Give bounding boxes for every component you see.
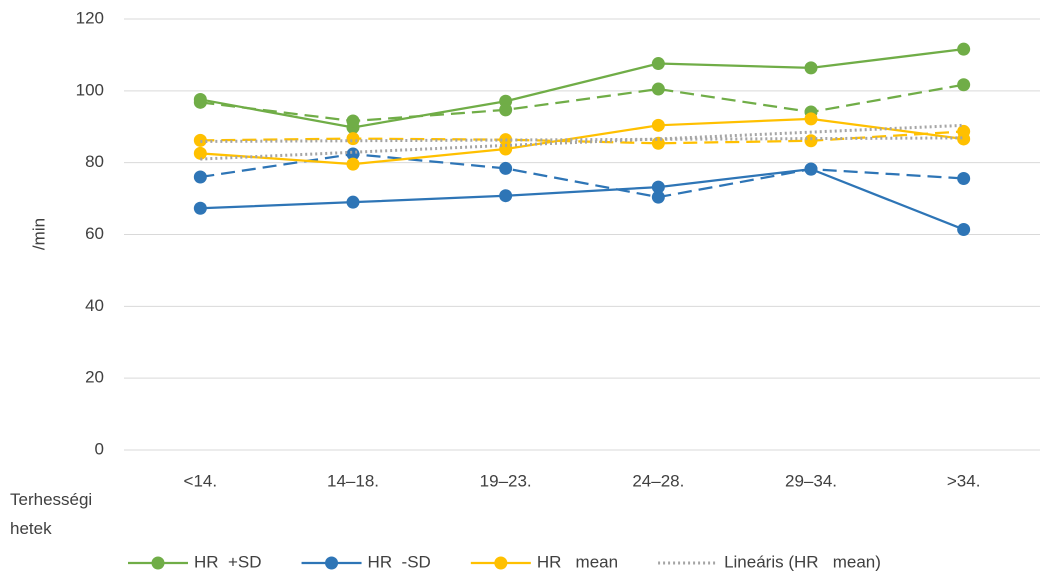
series-line	[200, 48, 964, 129]
marker	[651, 136, 665, 150]
marker	[193, 95, 207, 109]
x-tick-label: 24–28.	[632, 471, 684, 490]
legend-label: HR -SD	[368, 552, 431, 571]
series-line	[200, 167, 965, 231]
marker	[957, 42, 971, 56]
x-tick-label: >34.	[947, 471, 981, 490]
y-tick-label: 40	[85, 296, 104, 315]
legend-marker	[325, 556, 339, 570]
y-tick-label: 60	[85, 224, 104, 243]
x-axis-label: Terhességi hetek	[10, 490, 93, 538]
y-tick-label: 20	[85, 368, 104, 387]
marker	[651, 57, 665, 71]
x-tick-label: 19–23.	[480, 471, 532, 490]
marker	[651, 180, 665, 194]
legend-label: HR +SD	[194, 552, 262, 571]
marker	[957, 78, 971, 92]
series-line	[200, 152, 964, 199]
marker	[804, 61, 818, 75]
x-tick-label: 29–34.	[785, 471, 837, 490]
marker	[957, 124, 971, 138]
marker	[651, 118, 665, 132]
marker	[804, 162, 818, 176]
legend-label: HR mean	[537, 552, 618, 571]
y-tick-label: 120	[76, 8, 104, 27]
marker	[957, 222, 971, 236]
marker	[499, 142, 513, 156]
y-tick-label: 100	[76, 80, 104, 99]
y-axis-label: /min	[29, 218, 48, 250]
series-line	[200, 117, 964, 166]
x-tick-label: 14–18.	[327, 471, 379, 490]
marker	[651, 190, 665, 204]
marker	[957, 171, 971, 185]
marker	[804, 112, 818, 126]
marker	[346, 132, 360, 146]
x-tick-label: <14.	[184, 471, 218, 490]
series-line	[200, 123, 964, 161]
marker	[499, 161, 513, 175]
y-tick-label: 0	[95, 439, 104, 458]
marker	[804, 134, 818, 148]
series-line	[200, 136, 964, 143]
marker	[499, 189, 513, 203]
marker	[193, 201, 207, 215]
marker	[346, 114, 360, 128]
y-tick-label: 80	[85, 152, 104, 171]
legend-marker	[151, 556, 165, 570]
legend-marker	[494, 556, 508, 570]
marker	[193, 146, 207, 160]
marker	[346, 195, 360, 209]
marker	[346, 157, 360, 171]
marker	[193, 170, 207, 184]
marker	[651, 82, 665, 96]
marker	[499, 103, 513, 117]
series-line	[200, 83, 964, 123]
legend-label: Lineáris (HR mean)	[724, 552, 881, 571]
